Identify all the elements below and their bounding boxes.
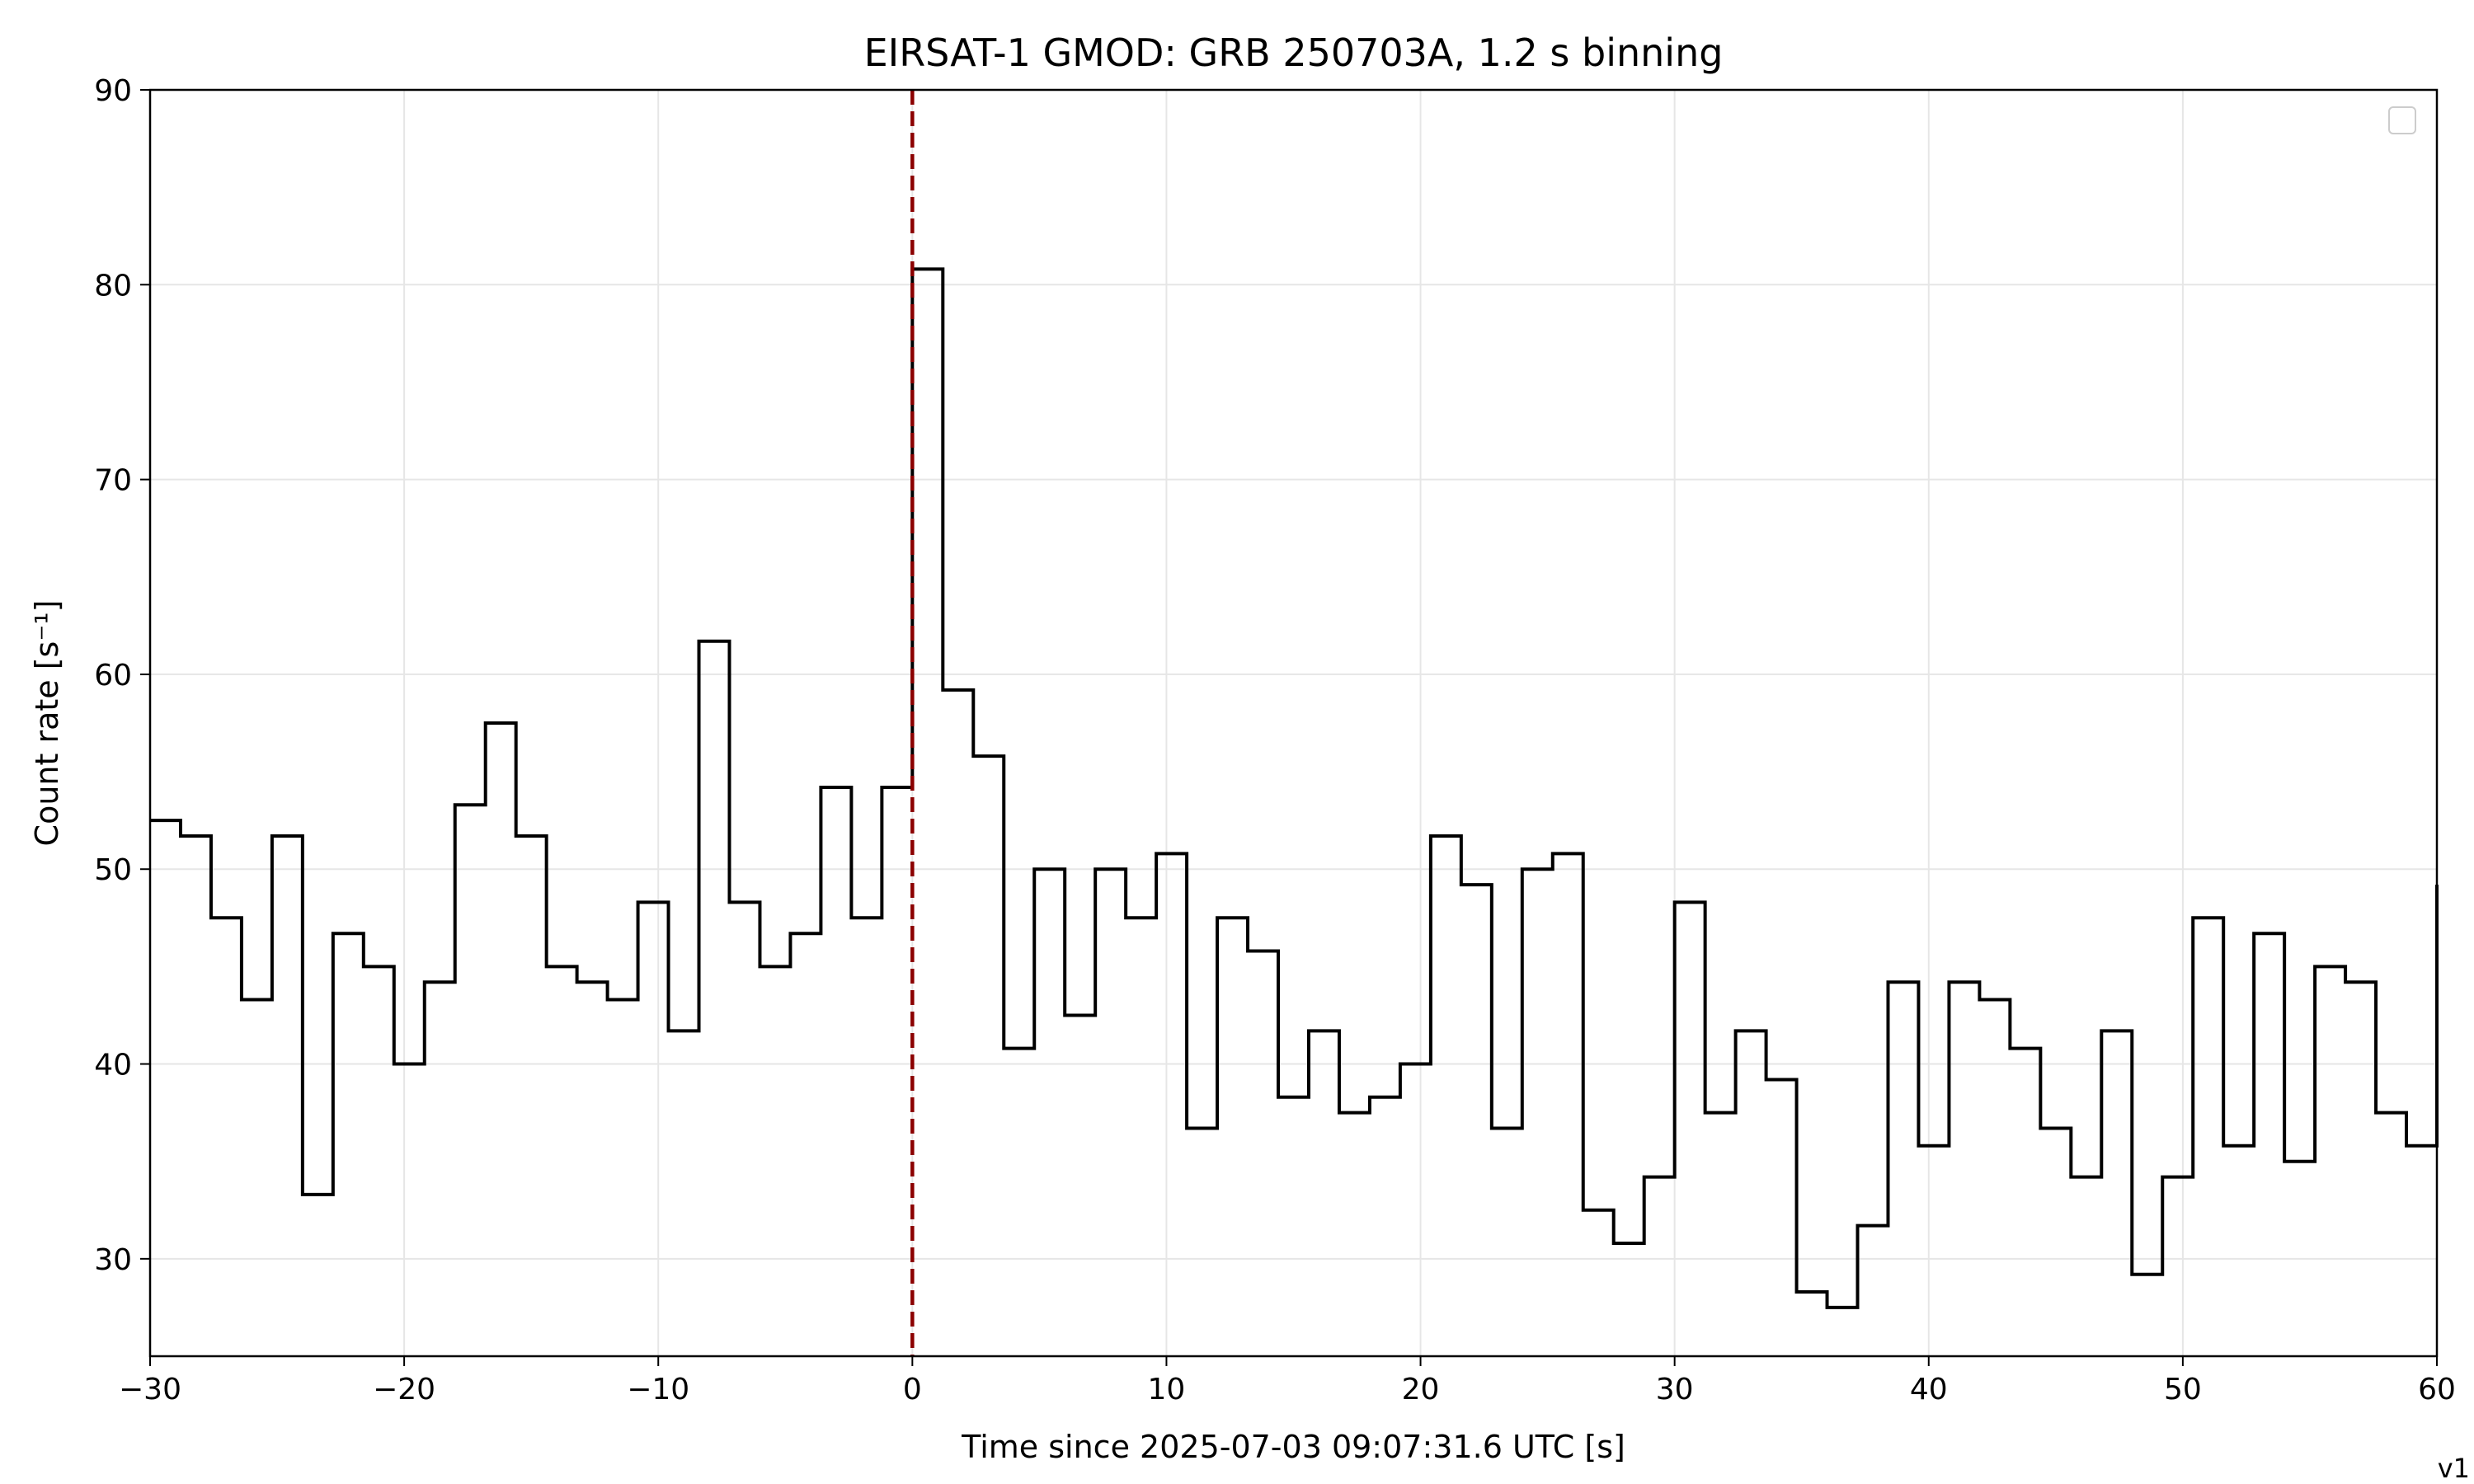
y-tick-label: 60: [94, 659, 132, 693]
x-tick-label: −30: [119, 1373, 181, 1407]
axes-frame: [148, 88, 2439, 1358]
legend-box: [2388, 106, 2416, 134]
version-label: v1: [2438, 1453, 2470, 1484]
chart-title: EIRSAT-1 GMOD: GRB 250703A, 1.2 s binnin…: [864, 31, 1724, 75]
y-tick-label: 40: [94, 1049, 132, 1082]
plot-area: [150, 90, 2439, 1356]
y-axis-label: Count rate [s⁻¹]: [29, 600, 65, 847]
x-tick-label: 40: [1910, 1373, 1948, 1407]
x-tick-label: 10: [1148, 1373, 1186, 1407]
y-tick-label: 70: [94, 464, 132, 498]
x-tick-label: 20: [1402, 1373, 1440, 1407]
x-tick-label: −20: [373, 1373, 435, 1407]
x-tick-label: 50: [2164, 1373, 2202, 1407]
y-tick-label: 50: [94, 853, 132, 887]
x-tick-label: −10: [627, 1373, 689, 1407]
x-tick-label: 0: [903, 1373, 922, 1407]
x-axis-label: Time since 2025-07-03 09:07:31.6 UTC [s]: [961, 1429, 1625, 1465]
x-tick-label: 30: [1656, 1373, 1694, 1407]
y-tick-label: 80: [94, 269, 132, 303]
x-tick-label: 60: [2418, 1373, 2456, 1407]
ticks: −30 −20 −10 0 10 20 30 40 50 60 30 40 50 60 70 80 90: [94, 74, 2456, 1407]
y-tick-label: 30: [94, 1243, 132, 1277]
y-tick-label: 90: [94, 74, 132, 108]
light-curve-series: [150, 267, 2439, 1309]
